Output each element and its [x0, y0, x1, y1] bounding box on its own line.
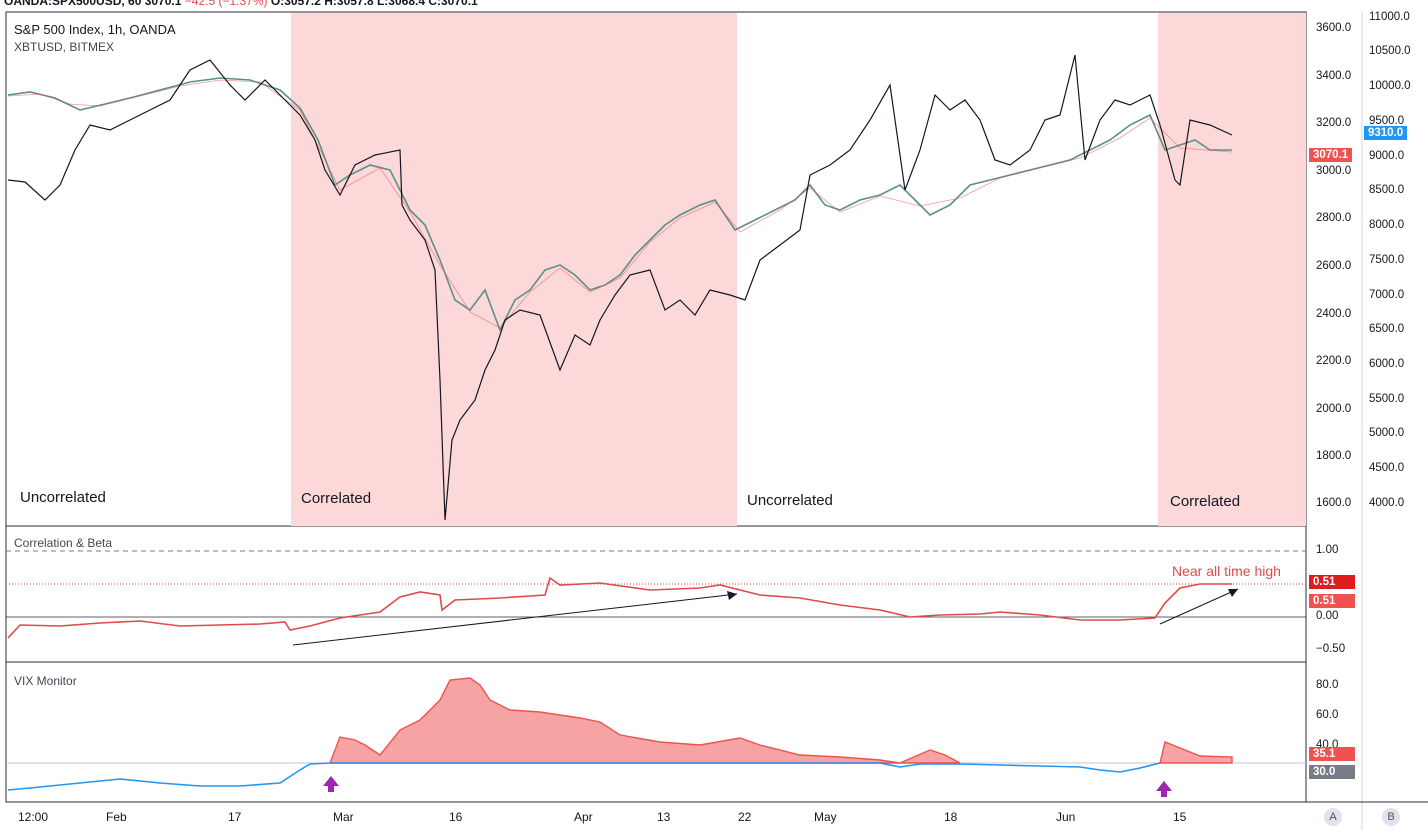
spx-price-tag: 3070.1	[1309, 148, 1353, 162]
corr-axis-tick: 1.00	[1316, 544, 1339, 556]
xbt-axis-tick: 4000.0	[1369, 497, 1405, 509]
spx-axis-tick: 1600.0	[1316, 497, 1352, 509]
vix-value-tag-2: 30.0	[1309, 765, 1355, 779]
correlated-region-2	[1158, 13, 1306, 526]
xbt-series	[7, 54, 1233, 521]
price-change: −42.5 (−1.37%)	[184, 0, 268, 8]
spx-axis-tick: 3400.0	[1316, 70, 1352, 82]
corr-axis-tick: −0.50	[1316, 643, 1346, 655]
xbt-axis-tick: 11000.0	[1369, 11, 1410, 23]
last-price: 3070.1	[144, 0, 182, 8]
vix-axis-tick: 60.0	[1316, 709, 1339, 721]
region-label-3: Uncorrelated	[747, 492, 833, 509]
vix-arrow-2	[1156, 781, 1172, 797]
symbol-header: OANDA:SPX500USD, 60 3070.1 −42.5 (−1.37%…	[4, 0, 478, 8]
time-axis-tick: 22	[738, 810, 752, 824]
near-ath-annotation: Near all time high	[1172, 563, 1281, 579]
spx-axis-tick: 3200.0	[1316, 117, 1352, 129]
low-price: L:3068.4	[376, 0, 425, 8]
spx-series	[7, 77, 1232, 332]
high-price: H:3057.8	[324, 0, 374, 8]
legend-spx[interactable]: S&P 500 Index, 1h, OANDA	[14, 22, 176, 37]
spx-axis-tick: 3000.0	[1316, 165, 1352, 177]
corr-value-tag-1: 0.51	[1309, 575, 1355, 589]
corr-value-tag-2: 0.51	[1309, 594, 1355, 608]
vix-pane-title[interactable]: VIX Monitor	[14, 674, 77, 688]
time-axis-tick: May	[814, 810, 837, 824]
time-axis-tick: 13	[657, 810, 671, 824]
vix-line-low	[7, 762, 1161, 791]
xbt-axis-tick: 5000.0	[1369, 427, 1405, 439]
auto-scale-button[interactable]: A	[1324, 808, 1342, 826]
region-label-4: Correlated	[1170, 493, 1241, 510]
xbt-axis-tick: 8500.0	[1369, 184, 1405, 196]
symbol-name: OANDA:SPX500USD, 60	[4, 0, 142, 8]
time-axis-tick: 16	[449, 810, 463, 824]
log-scale-button[interactable]: B	[1382, 808, 1400, 826]
xbt-axis-tick: 6000.0	[1369, 358, 1405, 370]
correlated-region-1	[291, 13, 737, 526]
corr-axis-tick: 0.00	[1316, 610, 1339, 622]
xbt-axis-tick: 8000.0	[1369, 219, 1405, 231]
spx-axis-tick: 2600.0	[1316, 260, 1352, 272]
xbt-axis-tick: 10000.0	[1369, 80, 1411, 92]
time-axis-tick: 17	[228, 810, 242, 824]
spx-axis-tick: 2000.0	[1316, 403, 1352, 415]
open-price: O:3057.2	[270, 0, 321, 8]
xbt-axis-tick: 5500.0	[1369, 393, 1405, 405]
vix-axis-tick: 80.0	[1316, 679, 1339, 691]
time-axis-tick: Mar	[333, 810, 354, 824]
spx-axis-tick: 2200.0	[1316, 355, 1352, 367]
time-axis-tick: Feb	[106, 810, 127, 824]
region-label-2: Correlated	[301, 490, 372, 507]
correlation-line	[7, 576, 1232, 639]
xbt-axis-tick: 10500.0	[1369, 45, 1411, 57]
spx-axis-tick: 3600.0	[1316, 22, 1352, 34]
close-price: C:3070.1	[428, 0, 478, 8]
xbt-axis-tick: 4500.0	[1369, 462, 1405, 474]
time-axis-tick: Apr	[574, 810, 593, 824]
time-axis-tick: 12:00	[18, 810, 49, 824]
region-label-1: Uncorrelated	[20, 489, 106, 506]
vix-value-tag-1: 35.1	[1309, 747, 1355, 761]
xbt-axis-tick: 7000.0	[1369, 289, 1405, 301]
xbt-axis-tick: 7500.0	[1369, 254, 1405, 266]
vix-area-high	[328, 677, 961, 764]
vix-arrow-1	[323, 776, 339, 792]
time-axis-tick: 15	[1173, 810, 1187, 824]
time-axis-tick: 18	[944, 810, 958, 824]
xbt-axis-tick: 6500.0	[1369, 323, 1405, 335]
xbt-axis-tick: 9500.0	[1369, 115, 1405, 127]
legend-xbt[interactable]: XBTUSD, BITMEX	[14, 40, 115, 54]
spx-axis-tick: 2800.0	[1316, 212, 1352, 224]
spx-axis-tick: 2400.0	[1316, 308, 1352, 320]
time-axis-tick: Jun	[1056, 810, 1076, 824]
spx-axis-tick: 1800.0	[1316, 450, 1352, 462]
xbt-axis-tick: 9000.0	[1369, 150, 1405, 162]
correlation-pane-title[interactable]: Correlation & Beta	[14, 536, 113, 550]
xbt-price-tag: 9310.0	[1364, 126, 1408, 140]
